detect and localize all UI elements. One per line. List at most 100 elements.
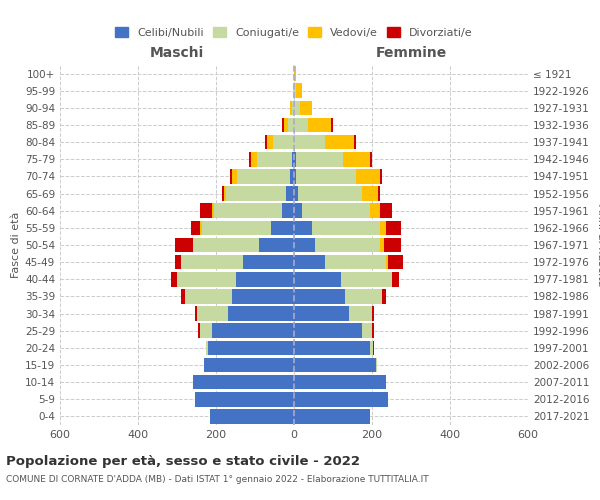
Bar	[212, 324, 294, 338]
Bar	[177, 272, 235, 286]
Bar	[349, 306, 372, 321]
Bar	[185, 289, 232, 304]
Bar	[298, 186, 362, 201]
Bar	[286, 186, 294, 201]
Bar	[193, 238, 259, 252]
Y-axis label: Fasce di età: Fasce di età	[11, 212, 21, 278]
Bar	[235, 272, 294, 286]
Bar	[265, 135, 266, 150]
Bar	[181, 289, 185, 304]
Bar	[249, 152, 251, 166]
Bar	[257, 152, 292, 166]
Bar	[272, 135, 294, 150]
Bar	[259, 238, 294, 252]
Bar	[386, 220, 401, 235]
Bar	[292, 152, 294, 166]
Bar	[294, 375, 386, 390]
Bar	[294, 409, 370, 424]
Bar	[341, 272, 392, 286]
Bar	[284, 118, 288, 132]
Bar	[296, 84, 302, 98]
Bar	[356, 169, 380, 184]
Bar	[370, 340, 373, 355]
Bar	[311, 220, 380, 235]
Text: Femmine: Femmine	[376, 46, 446, 60]
Bar	[294, 66, 296, 81]
Bar	[194, 392, 294, 406]
Bar	[212, 204, 214, 218]
Text: Maschi: Maschi	[150, 46, 204, 60]
Bar	[244, 255, 294, 270]
Y-axis label: Anni di nascita: Anni di nascita	[596, 204, 600, 286]
Bar	[204, 358, 294, 372]
Bar	[197, 306, 228, 321]
Bar	[316, 238, 380, 252]
Bar	[370, 152, 372, 166]
Bar	[294, 186, 298, 201]
Bar	[294, 340, 370, 355]
Bar	[331, 118, 333, 132]
Bar	[232, 169, 238, 184]
Bar	[222, 186, 224, 201]
Bar	[271, 220, 294, 235]
Bar	[200, 204, 212, 218]
Bar	[378, 186, 380, 201]
Bar	[294, 84, 296, 98]
Bar	[294, 152, 296, 166]
Bar	[226, 186, 286, 201]
Bar	[238, 169, 290, 184]
Bar	[344, 289, 382, 304]
Bar	[191, 220, 200, 235]
Bar	[232, 289, 294, 304]
Bar	[372, 324, 374, 338]
Bar	[384, 238, 401, 252]
Bar	[294, 118, 308, 132]
Bar	[294, 358, 376, 372]
Bar	[388, 255, 403, 270]
Legend: Celibi/Nubili, Coniugati/e, Vedovi/e, Divorziati/e: Celibi/Nubili, Coniugati/e, Vedovi/e, Di…	[112, 24, 476, 41]
Bar	[266, 135, 272, 150]
Bar	[300, 100, 311, 115]
Bar	[251, 152, 257, 166]
Bar	[230, 169, 232, 184]
Bar	[294, 169, 296, 184]
Bar	[382, 289, 386, 304]
Bar	[214, 204, 283, 218]
Bar	[290, 169, 294, 184]
Bar	[208, 340, 294, 355]
Bar	[290, 100, 292, 115]
Bar	[355, 135, 356, 150]
Bar	[308, 118, 331, 132]
Bar	[343, 152, 370, 166]
Bar	[193, 375, 294, 390]
Bar	[302, 204, 370, 218]
Bar	[288, 118, 294, 132]
Bar	[228, 306, 294, 321]
Text: COMUNE DI CORNATE D'ADDA (MB) - Dati ISTAT 1° gennaio 2022 - Elaborazione TUTTIT: COMUNE DI CORNATE D'ADDA (MB) - Dati IST…	[6, 475, 428, 484]
Bar	[200, 220, 202, 235]
Text: Popolazione per età, sesso e stato civile - 2022: Popolazione per età, sesso e stato civil…	[6, 455, 360, 468]
Bar	[206, 340, 208, 355]
Bar	[373, 340, 374, 355]
Bar	[372, 306, 374, 321]
Bar	[294, 255, 325, 270]
Bar	[380, 204, 392, 218]
Bar	[380, 169, 382, 184]
Bar	[294, 324, 362, 338]
Bar	[376, 358, 377, 372]
Bar	[292, 100, 294, 115]
Bar	[294, 220, 311, 235]
Bar	[224, 186, 226, 201]
Bar	[380, 220, 386, 235]
Bar	[283, 118, 284, 132]
Bar	[294, 392, 388, 406]
Bar	[202, 220, 271, 235]
Bar	[171, 272, 177, 286]
Bar	[294, 272, 341, 286]
Bar	[199, 324, 200, 338]
Bar	[283, 204, 294, 218]
Bar	[293, 84, 294, 98]
Bar	[296, 152, 343, 166]
Bar	[200, 324, 212, 338]
Bar	[294, 289, 344, 304]
